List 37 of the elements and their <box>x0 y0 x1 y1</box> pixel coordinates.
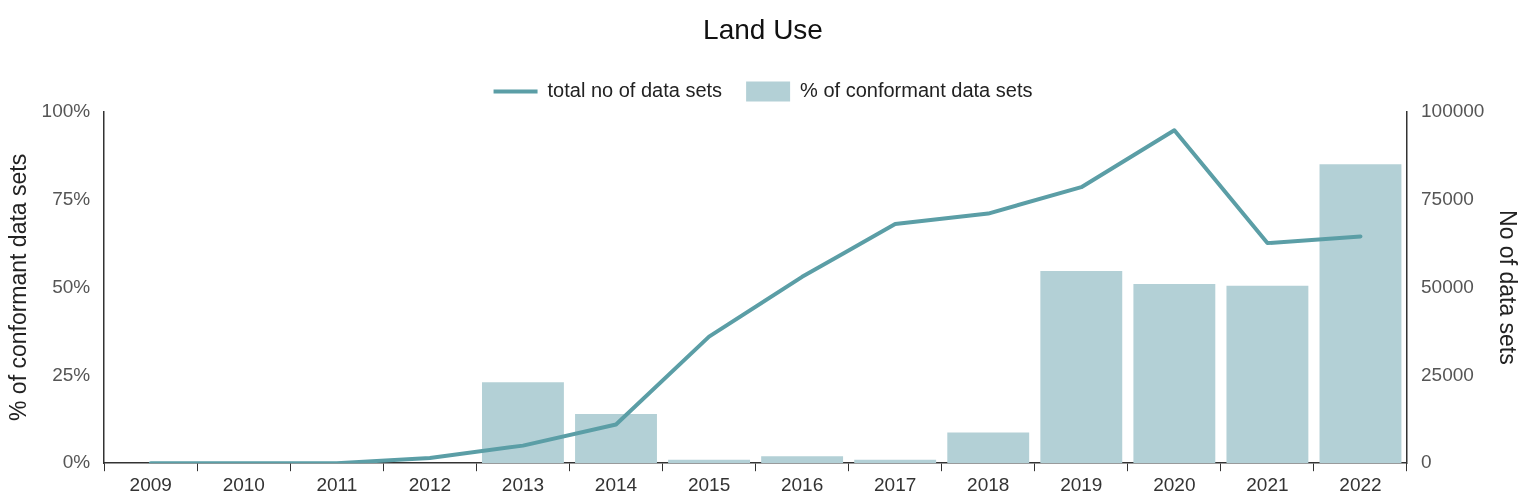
y2-tick-label: 25000 <box>1421 363 1474 385</box>
bar <box>947 432 1030 464</box>
x-tick-label: 2013 <box>501 473 545 495</box>
bar <box>1226 285 1309 464</box>
bar <box>1319 164 1402 464</box>
y-tick-label: 75% <box>52 187 91 209</box>
bar <box>575 413 657 464</box>
bar <box>1133 283 1216 464</box>
x-tick-label: 2022 <box>1339 473 1382 495</box>
x-tick-label: 2020 <box>1153 473 1196 495</box>
y-axis-title: % of conformant data sets <box>5 153 32 421</box>
y-tick-label: 100% <box>41 99 91 121</box>
y2-tick-label: 0 <box>1421 451 1432 473</box>
x-tick-label: 2016 <box>780 473 824 495</box>
x-tick-label: 2017 <box>874 473 917 495</box>
x-tick-label: 2011 <box>316 473 358 495</box>
legend-label: % of conformant data sets <box>800 79 1033 102</box>
x-tick-label: 2018 <box>967 473 1010 495</box>
y-tick-label: 50% <box>52 275 91 297</box>
bar <box>761 456 844 464</box>
chart-title: Land Use <box>703 13 823 45</box>
y2-tick-label: 75000 <box>1421 187 1474 209</box>
y-tick-label: 25% <box>52 363 91 385</box>
x-tick-label: 2014 <box>594 473 638 495</box>
x-tick-label: 2015 <box>687 473 731 495</box>
y-tick-label: 0% <box>62 451 91 473</box>
x-tick-label: 2010 <box>222 473 265 495</box>
x-tick-label: 2019 <box>1060 473 1103 495</box>
x-tick-label: 2021 <box>1246 473 1289 495</box>
y2-axis-title: No of data sets <box>1494 210 1521 365</box>
y2-tick-label: 100000 <box>1421 99 1485 121</box>
bar <box>482 382 564 464</box>
x-tick-label: 2009 <box>129 473 172 495</box>
legend-label: total no of data sets <box>547 79 723 102</box>
x-tick-label: 2012 <box>408 473 452 495</box>
bar <box>1040 270 1123 464</box>
y2-tick-label: 50000 <box>1421 275 1474 297</box>
